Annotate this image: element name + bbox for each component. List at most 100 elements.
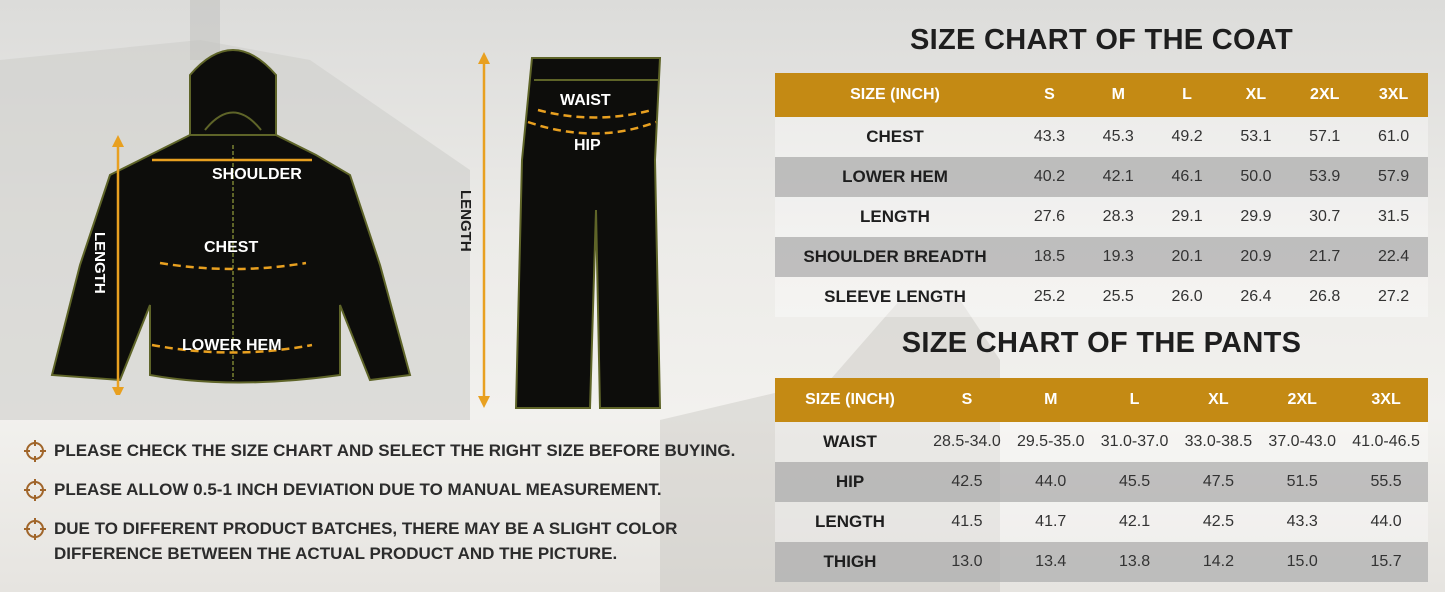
table-cell: 26.0 (1152, 277, 1222, 317)
table-row: SHOULDER BREADTH 18.5 19.3 20.1 20.9 21.7 22.4 (775, 237, 1428, 277)
table-cell: 31.0-37.0 (1092, 422, 1177, 462)
coat-chest-label: CHEST (204, 239, 259, 256)
pants-length-label: LENGTH (457, 190, 474, 252)
table-row: LENGTH 27.6 28.3 29.1 29.9 30.7 31.5 (775, 197, 1428, 237)
table-cell: 15.0 (1260, 542, 1345, 582)
header-cell: L (1092, 378, 1177, 422)
note-item: DUE TO DIFFERENT PRODUCT BATCHES, THERE … (24, 516, 754, 566)
row-label: SHOULDER BREADTH (775, 237, 1015, 277)
note-text: PLEASE ALLOW 0.5-1 INCH DEVIATION DUE TO… (54, 480, 662, 499)
table-cell: 20.9 (1221, 237, 1291, 277)
table-cell: 49.2 (1152, 117, 1222, 157)
header-cell: SIZE (INCH) (775, 73, 1015, 117)
coat-header-row: SIZE (INCH) S M L XL 2XL 3XL (775, 73, 1428, 117)
row-label: SLEEVE LENGTH (775, 277, 1015, 317)
table-cell: 13.8 (1092, 542, 1177, 582)
table-cell: 44.0 (1344, 502, 1428, 542)
notes-list: PLEASE CHECK THE SIZE CHART AND SELECT T… (24, 438, 754, 580)
header-cell: S (925, 378, 1009, 422)
table-cell: 33.0-38.5 (1176, 422, 1261, 462)
header-cell: S (1015, 73, 1084, 117)
table-cell: 61.0 (1359, 117, 1428, 157)
table-cell: 55.5 (1344, 462, 1428, 502)
table-cell: 26.8 (1290, 277, 1360, 317)
table-cell: 25.5 (1083, 277, 1153, 317)
table-cell: 45.3 (1083, 117, 1153, 157)
row-label: LENGTH (775, 502, 925, 542)
coat-chart-title: SIZE CHART OF THE COAT (909, 24, 1294, 56)
row-label: LOWER HEM (775, 157, 1015, 197)
table-cell: 53.1 (1221, 117, 1291, 157)
table-cell: 22.4 (1359, 237, 1428, 277)
header-cell: 2XL (1260, 378, 1345, 422)
header-cell: 2XL (1290, 73, 1360, 117)
table-cell: 44.0 (1008, 462, 1093, 502)
table-cell: 57.1 (1290, 117, 1360, 157)
table-cell: 15.7 (1344, 542, 1428, 582)
table-cell: 27.6 (1015, 197, 1084, 237)
row-label: LENGTH (775, 197, 1015, 237)
pants-chart-title: SIZE CHART OF THE PANTS (901, 327, 1302, 359)
crosshair-icon (24, 479, 46, 501)
note-text: PLEASE CHECK THE SIZE CHART AND SELECT T… (54, 441, 736, 460)
table-row: THIGH 13.0 13.4 13.8 14.2 15.0 15.7 (775, 542, 1428, 582)
table-cell: 29.5-35.0 (1008, 422, 1093, 462)
row-label: WAIST (775, 422, 925, 462)
header-cell: SIZE (INCH) (775, 378, 925, 422)
coat-size-table: SIZE (INCH) S M L XL 2XL 3XL CHEST 43.3 45… (775, 73, 1428, 317)
table-cell: 42.5 (1176, 502, 1261, 542)
table-cell: 27.2 (1359, 277, 1428, 317)
table-cell: 43.3 (1015, 117, 1084, 157)
row-label: CHEST (775, 117, 1015, 157)
header-cell: XL (1176, 378, 1261, 422)
table-cell: 53.9 (1290, 157, 1360, 197)
table-cell: 25.2 (1015, 277, 1084, 317)
note-item: PLEASE ALLOW 0.5-1 INCH DEVIATION DUE TO… (24, 477, 754, 502)
table-cell: 13.4 (1008, 542, 1093, 582)
crosshair-icon (24, 440, 46, 462)
table-cell: 31.5 (1359, 197, 1428, 237)
table-cell: 46.1 (1152, 157, 1222, 197)
table-cell: 50.0 (1221, 157, 1291, 197)
table-cell: 42.5 (925, 462, 1009, 502)
table-cell: 40.2 (1015, 157, 1084, 197)
header-cell: XL (1221, 73, 1291, 117)
table-cell: 19.3 (1083, 237, 1153, 277)
table-cell: 57.9 (1359, 157, 1428, 197)
table-cell: 37.0-43.0 (1260, 422, 1345, 462)
table-cell: 29.9 (1221, 197, 1291, 237)
table-cell: 42.1 (1092, 502, 1177, 542)
note-text: DUE TO DIFFERENT PRODUCT BATCHES, THERE … (54, 519, 678, 563)
coat-lower-hem-label: LOWER HEM (182, 337, 282, 354)
coat-shoulder-label: SHOULDER (212, 166, 302, 183)
header-cell: L (1152, 73, 1222, 117)
table-cell: 41.0-46.5 (1344, 422, 1428, 462)
table-cell: 20.1 (1152, 237, 1222, 277)
table-row: WAIST 28.5-34.0 29.5-35.0 31.0-37.0 33.0-38.… (775, 422, 1428, 462)
row-label: HIP (775, 462, 925, 502)
table-cell: 41.5 (925, 502, 1009, 542)
table-row: SLEEVE LENGTH 25.2 25.5 26.0 26.4 26.8 27.2 (775, 277, 1428, 317)
header-cell: 3XL (1344, 378, 1428, 422)
table-cell: 51.5 (1260, 462, 1345, 502)
pants-hip-label: HIP (574, 137, 601, 154)
table-row: LOWER HEM 40.2 42.1 46.1 50.0 53.9 57.9 (775, 157, 1428, 197)
header-cell: M (1008, 378, 1093, 422)
note-item: PLEASE CHECK THE SIZE CHART AND SELECT T… (24, 438, 754, 463)
row-label: THIGH (775, 542, 925, 582)
table-cell: 28.5-34.0 (925, 422, 1009, 462)
pants-waist-label: WAIST (560, 92, 611, 109)
table-row: CHEST 43.3 45.3 49.2 53.1 57.1 61.0 (775, 117, 1428, 157)
table-row: HIP 42.5 44.0 45.5 47.5 51.5 55.5 (775, 462, 1428, 502)
coat-length-label: LENGTH (91, 232, 108, 294)
table-cell: 30.7 (1290, 197, 1360, 237)
header-cell: M (1083, 73, 1153, 117)
table-cell: 47.5 (1176, 462, 1261, 502)
pants-header-row: SIZE (INCH) S M L XL 2XL 3XL (775, 378, 1428, 422)
table-cell: 18.5 (1015, 237, 1084, 277)
header-cell: 3XL (1359, 73, 1428, 117)
pants-illustration (478, 52, 662, 409)
pants-size-table: SIZE (INCH) S M L XL 2XL 3XL WAIST 28.5-3… (775, 378, 1428, 582)
table-cell: 26.4 (1221, 277, 1291, 317)
table-row: LENGTH 41.5 41.7 42.1 42.5 43.3 44.0 (775, 502, 1428, 542)
